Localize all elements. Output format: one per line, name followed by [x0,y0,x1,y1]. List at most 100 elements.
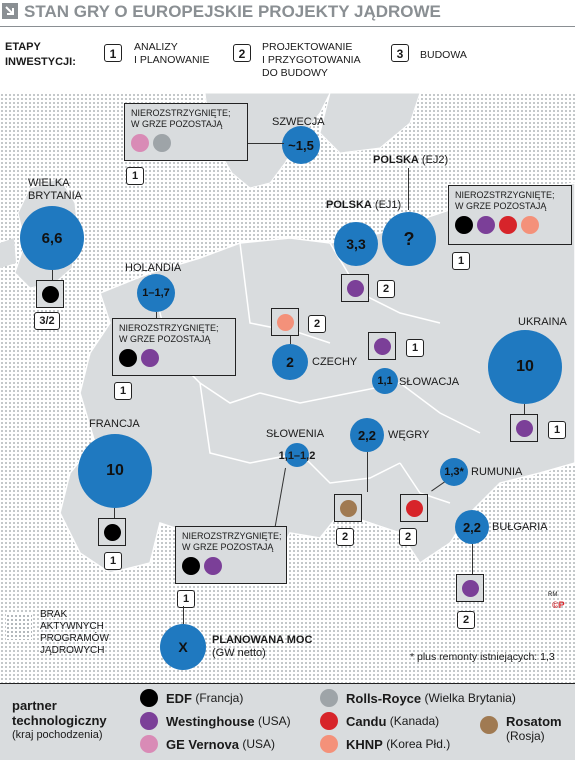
capacity-bubble-slovenia [285,443,309,467]
country-label-uk: WIELKA BRYTANIA [28,177,82,202]
country-label-poland-ej2: POLSKA (EJ2) [373,154,449,166]
title-rule [0,26,575,27]
country-label-france: FRANCJA [89,418,140,430]
leader-line [524,404,525,414]
partner-dot-edf [41,285,59,303]
stage-badge-sweden: 1 [126,167,144,185]
leader-line [114,508,115,518]
unresolved-box-poland-ej2: NIEROZSTRZYGNIĘTE; W GRZE POZOSTAJĄ [448,185,572,245]
partner-box-ukraine [510,414,538,442]
legend-item-ge-vernova: GE Vernova (USA) [140,735,275,753]
legend-item-rosatom: Rosatom (Rosja) [480,714,562,743]
country-label-netherlands: HOLANDIA [125,262,182,274]
stage-2-label: PROJEKTOWANIE I PRZYGOTOWANIA DO BUDOWY [262,41,361,79]
no-programs-label: BRAK AKTYWNYCH PROGRAMÓW JĄDROWYCH [40,609,109,656]
partner-dot-westinghouse [141,349,159,367]
stage-1-label: ANALIZY I PLANOWANIE [134,41,210,66]
planned-capacity-symbol: X [160,624,206,670]
country-label-ukraine: UKRAINA [518,316,567,328]
capacity-bubble-france: 10 [78,434,152,508]
partner-dot-edf [455,216,473,234]
stages-heading: ETAPY INWESTYCJI: [5,41,76,68]
partner-box-bulgaria [456,574,484,602]
stage-badge-poland-ej2: 1 [452,252,470,270]
partner-box-uk [36,280,64,308]
no-programs-swatch [6,614,32,640]
unresolved-box-netherlands: NIEROZSTRZYGNIĘTE; W GRZE POZOSTAJĄ [112,318,236,376]
leader-line [183,606,184,624]
stage-1-badge: 1 [104,44,122,62]
legend-item-rolls-royce: Rolls-Royce (Wielka Brytania) [320,689,516,707]
credit-cp: ©P [552,600,565,610]
europe-map [0,93,575,683]
country-label-poland-ej1: POLSKA (EJ1) [326,199,402,211]
partner-dot-rosatom [480,716,498,734]
stage-badge-bulgaria: 2 [457,611,475,629]
stage-badge-romania: 2 [399,528,417,546]
partner-legend-heading: partner technologiczny [12,698,107,728]
partner-dot-khnp [276,313,294,331]
arrow-down-right-icon [2,3,18,19]
legend-item-westinghouse: Westinghouse (USA) [140,712,291,730]
partner-dot-westinghouse [204,557,222,575]
country-label-slovenia: SŁOWENIA [266,428,325,440]
partner-dot-edf [182,557,200,575]
stage-badge-slovenia: 1 [177,590,195,608]
country-label-bulgaria: BUŁGARIA [492,521,548,533]
partner-dot-rolls-royce [320,689,338,707]
capacity-bubble-bulgaria: 2,2 [455,510,489,544]
title-bar: STAN GRY O EUROPEJSKIE PROJEKTY JĄDROWE [0,0,575,24]
partner-legend: partner technologiczny (kraj pochodzenia… [0,683,575,760]
leader-line [156,312,157,320]
partner-dot-ge-vernova [140,735,158,753]
partner-box-czechia [271,308,299,336]
leader-line [472,544,473,574]
country-label-hungary: WĘGRY [388,429,430,441]
capacity-bubble-ukraine: 10 [488,330,562,404]
country-label-romania: RUMUNIA [471,466,523,478]
country-label-slovakia: SŁOWACJA [399,376,460,388]
stage-badge-hungary: 2 [336,528,354,546]
partner-dot-edf [119,349,137,367]
partner-dot-candu [405,499,423,517]
stage-2-badge: 2 [233,44,251,62]
partner-dot-westinghouse [346,279,364,297]
partner-dot-candu [320,712,338,730]
partner-dot-edf [103,523,121,541]
legend-item-edf: EDF (Francja) [140,689,243,707]
capacity-bubble-uk: 6,6 [20,206,84,270]
country-label-sweden: SZWECJA [272,116,325,128]
partner-box-hungary [334,494,362,522]
unresolved-box-slovenia: NIEROZSTRZYGNIĘTE; W GRZE POZOSTAJĄ [175,526,287,584]
partner-dot-ge-vernova [131,134,149,152]
partner-box-slovakia [368,332,396,360]
stage-badge-netherlands: 1 [114,382,132,400]
unresolved-box-sweden: NIEROZSTRZYGNIĘTE; W GRZE POZOSTAJĄ [124,103,248,161]
planned-capacity-label: PLANOWANA MOC (GW netto) [212,634,313,659]
page-title: STAN GRY O EUROPEJSKIE PROJEKTY JĄDROWE [24,2,441,21]
stage-badge-uk: 3/2 [34,312,60,330]
stage-badge-slovakia: 1 [406,339,424,357]
partner-box-poland-ej1 [341,274,369,302]
capacity-bubble-romania: 1,3* [440,458,468,486]
capacity-bubble-poland-ej1: 3,3 [334,222,378,266]
leader-line [408,168,409,210]
legend-item-candu: Candu (Kanada) [320,712,439,730]
stage-3-badge: 3 [391,44,409,62]
capacity-value-slovenia: 1,1–1,2 [272,443,322,467]
leader-line [248,143,284,144]
leader-line [290,336,291,346]
partner-dot-westinghouse [373,337,391,355]
stage-badge-czechia: 2 [308,315,326,333]
country-label-czechia: CZECHY [312,356,358,368]
stage-badge-poland-ej1: 2 [377,280,395,298]
credit-rm: RM [548,592,558,598]
leader-line [52,270,53,280]
partner-dot-rosatom [339,499,357,517]
partner-dot-westinghouse [477,216,495,234]
map-background [0,93,575,683]
partner-dot-westinghouse [461,579,479,597]
partner-box-france [98,518,126,546]
partner-dot-westinghouse [515,419,533,437]
partner-dot-khnp [521,216,539,234]
